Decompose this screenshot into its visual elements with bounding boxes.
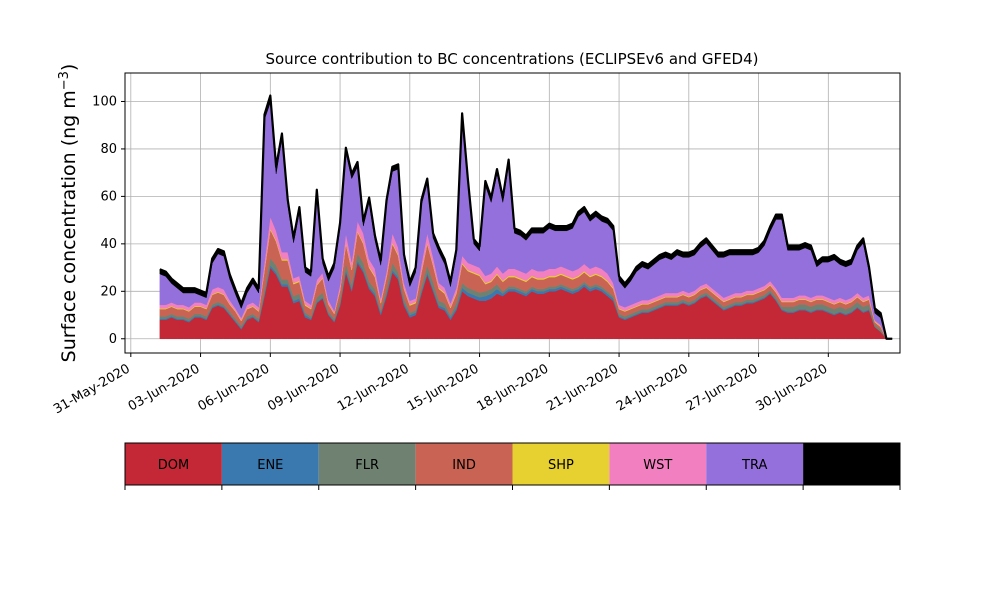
stacked-areas [159, 94, 893, 340]
y-tick-label: 40 [100, 237, 117, 252]
legend-swatch-ene [221, 443, 319, 485]
legend-swatch-shp [512, 443, 610, 485]
y-axis-label: Surface concentration (ng m−3) [57, 64, 80, 363]
legend-swatch-bb [803, 443, 900, 485]
y-tick-label: 100 [92, 94, 117, 109]
legend-swatch-wst [609, 443, 707, 485]
chart-title: Source contribution to BC concentrations… [265, 50, 758, 68]
legend-label-flr: FLR [355, 458, 379, 473]
legend-label-tra: TRA [741, 458, 767, 473]
y-tick-label: 0 [109, 332, 117, 347]
y-tick-label: 80 [100, 142, 117, 157]
legend-label-ene: ENE [257, 458, 283, 473]
legend-swatch-dom [125, 443, 222, 485]
legend-colorbar: DOM ENE FLR IND SHP WST TRA BB [124, 442, 901, 490]
y-tick-label: 60 [100, 189, 117, 204]
legend-swatch-ind [415, 443, 513, 485]
legend-label-wst: WST [643, 458, 672, 473]
legend-label-dom: DOM [158, 458, 189, 473]
y-tick-label: 20 [100, 284, 117, 299]
legend-label-bb: BB [843, 458, 861, 473]
legend-label-shp: SHP [548, 458, 574, 473]
plot-frame [124, 72, 901, 354]
legend-label-ind: IND [452, 458, 476, 473]
legend-swatch-tra [706, 443, 804, 485]
total-outline [159, 94, 893, 340]
legend-swatch-flr [318, 443, 416, 485]
